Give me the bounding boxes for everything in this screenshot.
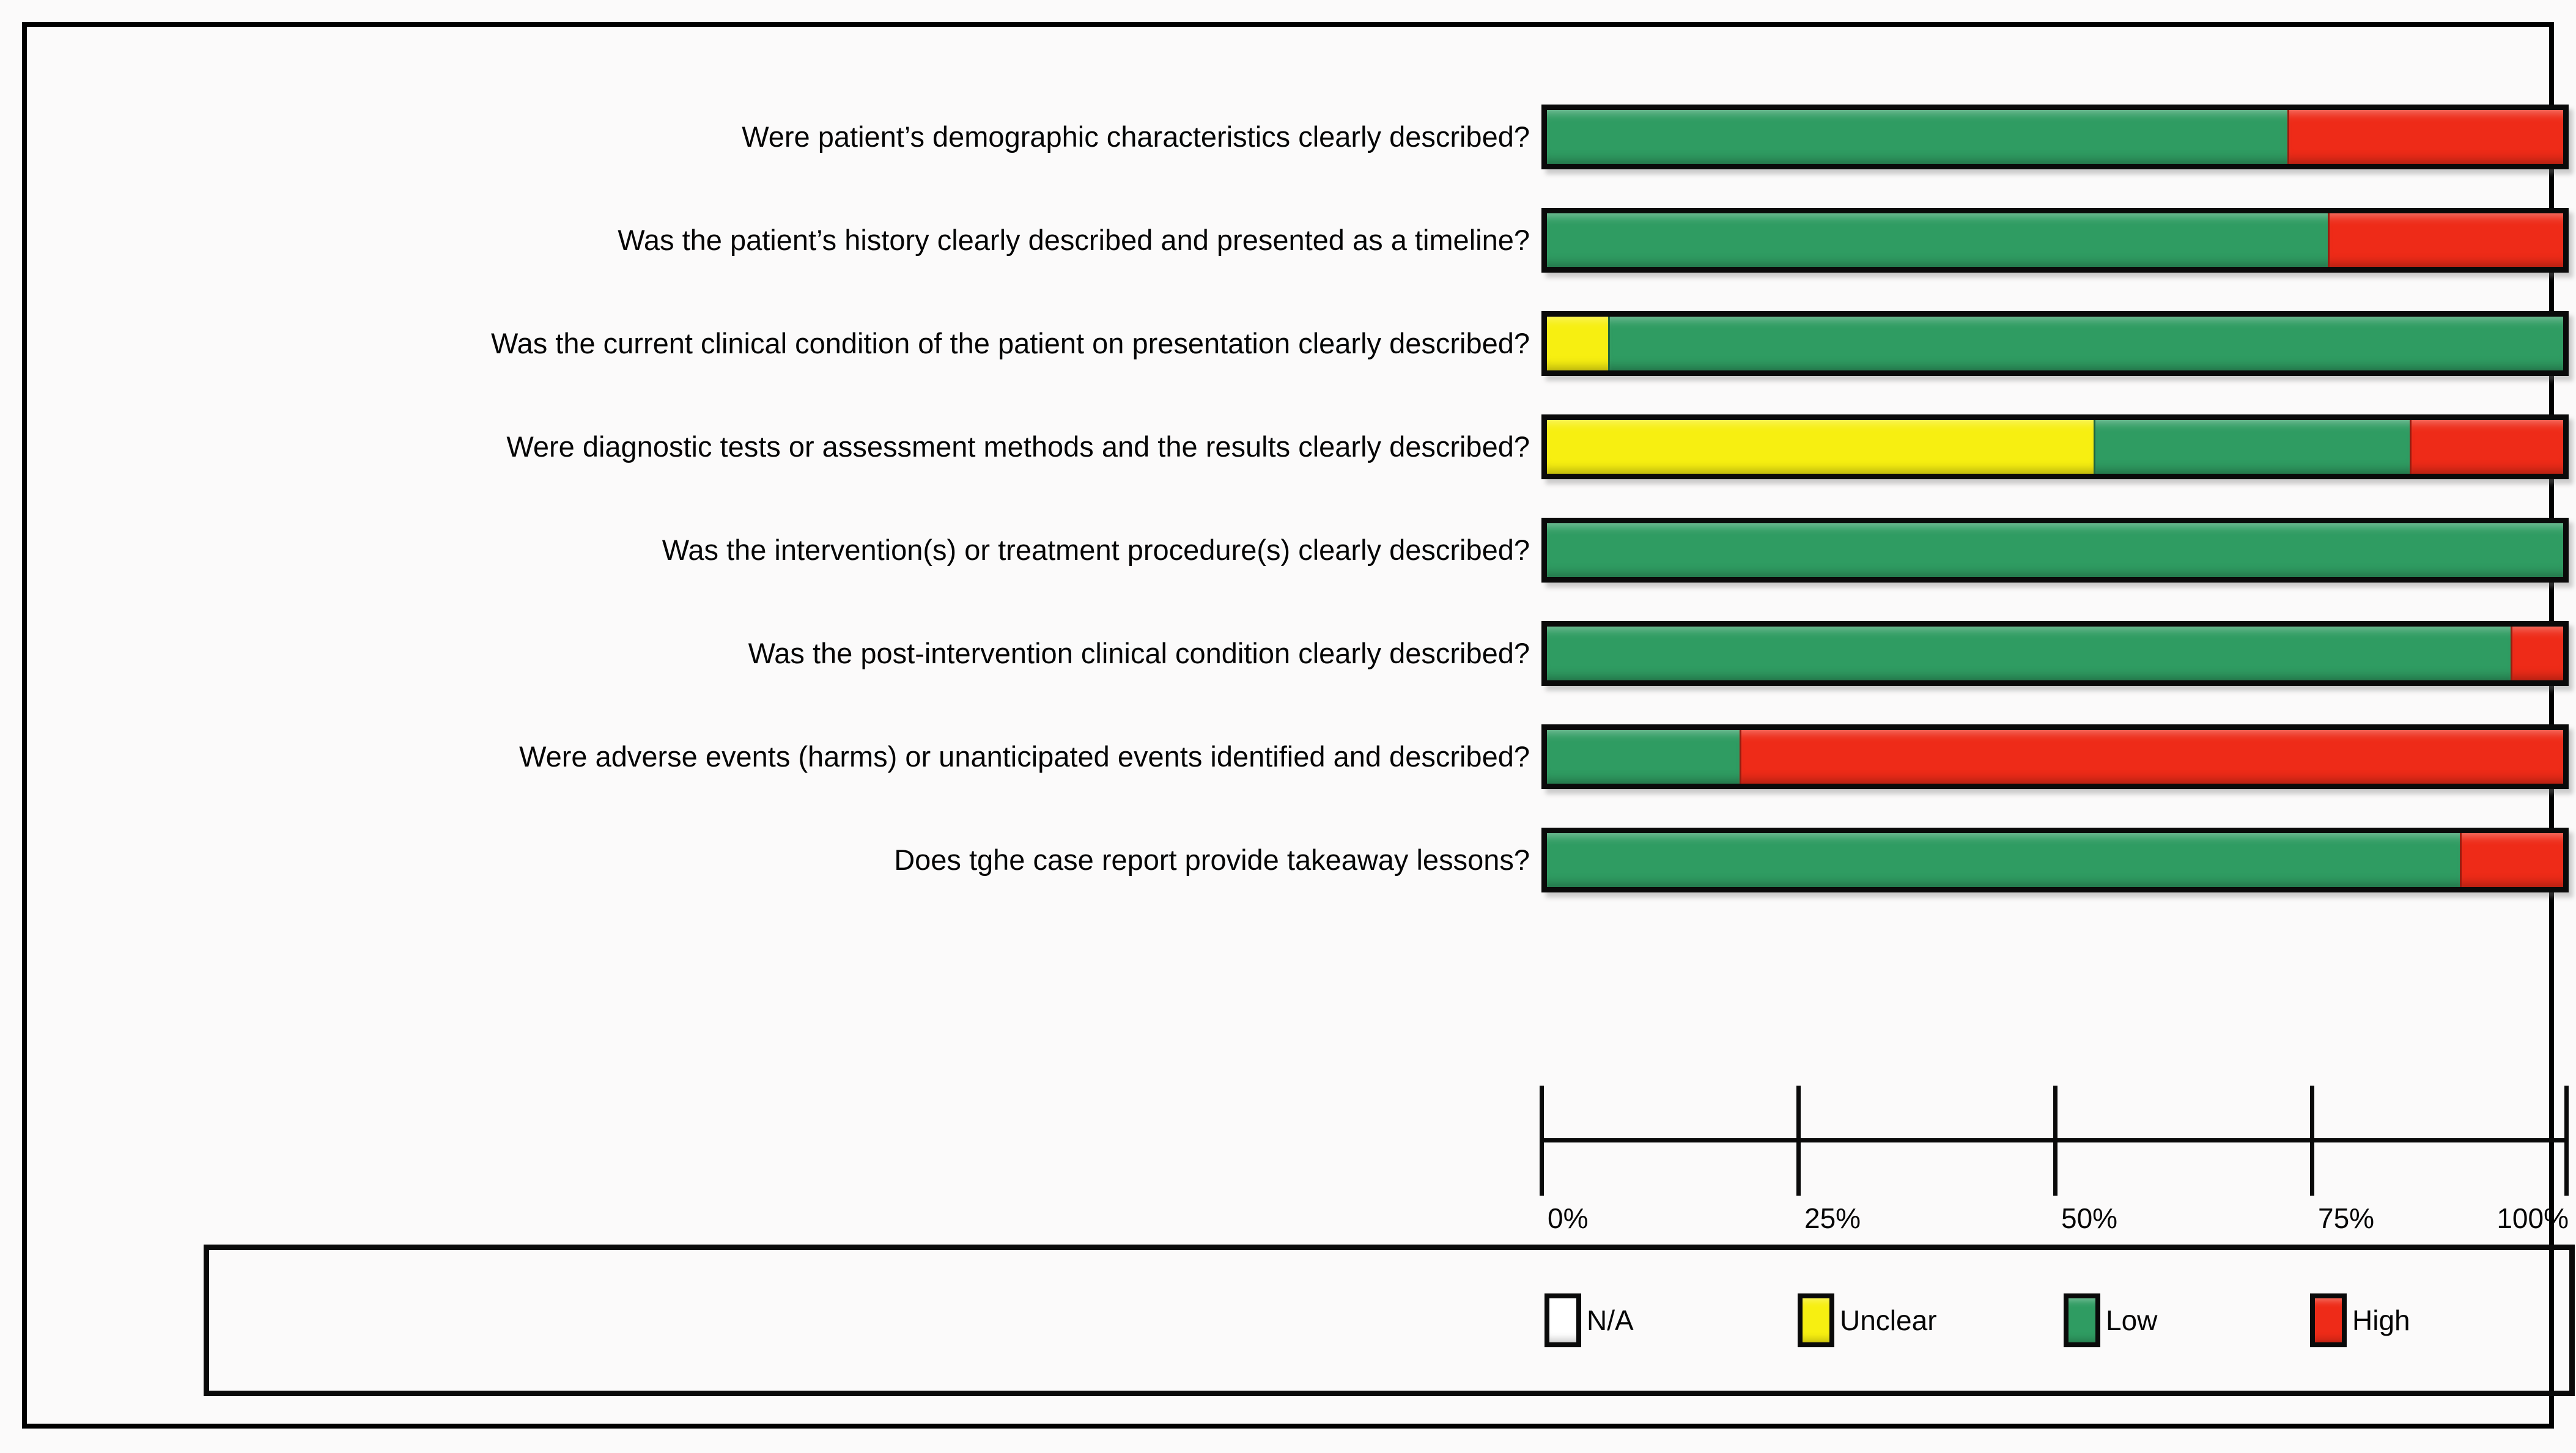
bar-segment-high xyxy=(1740,730,2563,784)
axis-tick-label: 100% xyxy=(2497,1202,2569,1234)
x-axis: 0% 25% 50% 75% 100% xyxy=(1540,1086,2569,1238)
bar-segment-high xyxy=(2511,627,2563,680)
legend-item: Unclear xyxy=(1798,1293,1937,1347)
question-label: Was the patient’s history clearly descri… xyxy=(618,224,1530,257)
question-row: Were patient’s demographic characteristi… xyxy=(27,105,2569,169)
bar-segment-low xyxy=(1547,627,2511,680)
figure-frame: Were patient’s demographic characteristi… xyxy=(22,22,2575,1429)
legend-label: Low xyxy=(2106,1304,2158,1336)
legend-item: Low xyxy=(2064,1293,2157,1347)
legend-swatch-na xyxy=(1544,1293,1581,1347)
bar-segment-high xyxy=(2287,110,2563,164)
stacked-bar xyxy=(1541,414,2569,479)
question-row: Were adverse events (harms) or unanticip… xyxy=(27,724,2569,789)
question-row: Was the current clinical condition of th… xyxy=(27,311,2569,376)
stacked-bar xyxy=(1541,828,2569,892)
legend-item: N/A xyxy=(1544,1293,1634,1347)
legend-label: N/A xyxy=(1587,1304,1634,1336)
bar-segment-high xyxy=(2328,213,2563,267)
question-row: Does tghe case report provide takeaway l… xyxy=(27,828,2569,892)
legend-item: High xyxy=(2310,1293,2410,1347)
legend-swatch-unclear xyxy=(1798,1293,1834,1347)
question-label: Were diagnostic tests or assessment meth… xyxy=(506,430,1530,463)
legend-label: High xyxy=(2352,1304,2410,1336)
legend-swatch-high xyxy=(2310,1293,2347,1347)
question-label: Were patient’s demographic characteristi… xyxy=(742,120,1530,153)
axis-tick xyxy=(2053,1086,2057,1196)
axis-tick-label: 50% xyxy=(2061,1202,2118,1234)
bar-segment-unclear xyxy=(1547,420,2094,474)
axis-tick-label: 0% xyxy=(1548,1202,1589,1234)
bar-segment-low xyxy=(1547,110,2288,164)
bar-segment-low xyxy=(1607,317,2563,370)
stacked-bar xyxy=(1541,518,2569,583)
stacked-bar xyxy=(1541,724,2569,789)
axis-tick xyxy=(2564,1086,2569,1196)
axis-tick xyxy=(1540,1086,1544,1196)
question-label: Was the intervention(s) or treatment pro… xyxy=(662,534,1530,567)
question-row: Was the intervention(s) or treatment pro… xyxy=(27,518,2569,583)
bar-segment-low xyxy=(1547,523,2563,577)
axis-tick xyxy=(2310,1086,2314,1196)
question-row: Were diagnostic tests or assessment meth… xyxy=(27,414,2569,479)
axis-tick-label: 25% xyxy=(1804,1202,1861,1234)
stacked-bar xyxy=(1541,208,2569,273)
bar-segment-high xyxy=(2409,420,2563,474)
legend-box: N/A Unclear Low High xyxy=(204,1245,2575,1396)
question-row: Was the post-intervention clinical condi… xyxy=(27,621,2569,686)
question-label: Was the current clinical condition of th… xyxy=(490,327,1530,360)
legend-swatch-low xyxy=(2064,1293,2100,1347)
bar-segment-low xyxy=(1547,213,2328,267)
question-label: Does tghe case report provide takeaway l… xyxy=(894,844,1530,877)
question-label: Was the post-intervention clinical condi… xyxy=(748,637,1530,670)
question-label: Were adverse events (harms) or unanticip… xyxy=(519,740,1530,773)
axis-tick xyxy=(1796,1086,1801,1196)
bar-segment-high xyxy=(2460,833,2563,887)
axis-tick-label: 75% xyxy=(2318,1202,2375,1234)
stacked-bar xyxy=(1541,311,2569,376)
legend-label: Unclear xyxy=(1840,1304,1937,1336)
bar-segment-low xyxy=(1547,730,1740,784)
question-row: Was the patient’s history clearly descri… xyxy=(27,208,2569,273)
stacked-bar xyxy=(1541,105,2569,169)
bar-segment-low xyxy=(1547,833,2460,887)
stacked-bar xyxy=(1541,621,2569,686)
bar-segment-low xyxy=(2094,420,2410,474)
bar-segment-unclear xyxy=(1547,317,1608,370)
